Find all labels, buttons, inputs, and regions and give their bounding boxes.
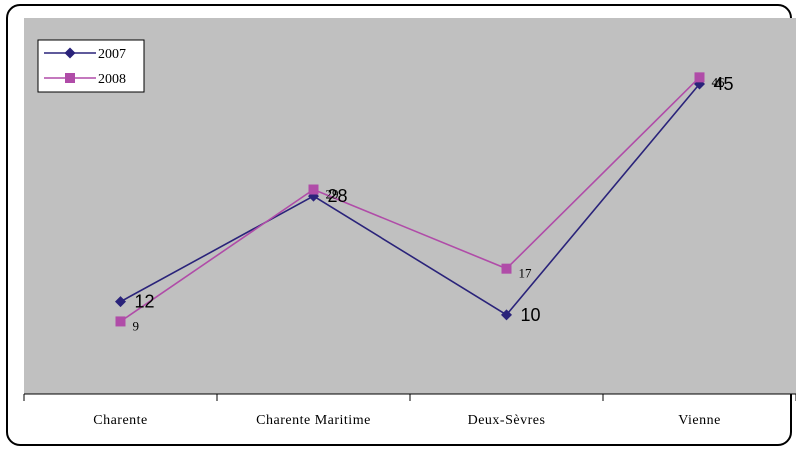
x-axis-label: Vienne [678, 413, 721, 428]
data-point-2007 [115, 296, 126, 308]
legend-label: 2008 [98, 72, 126, 87]
x-axis-label: Charente Maritime [256, 413, 371, 428]
series-lines [120, 76, 701, 323]
x-axis-label: Charente [93, 413, 148, 428]
data-label-2008: 17 [519, 266, 533, 281]
data-label-2008: 9 [133, 318, 140, 333]
x-axis-category-labels: Charente Charente Maritime Deux-Sèvres Vien… [93, 413, 721, 428]
legend-marker-2008 [65, 73, 75, 83]
data-point-2008 [501, 263, 512, 274]
data-point-2008 [694, 72, 705, 83]
data-point-2008 [115, 316, 126, 327]
data-point-2008 [308, 184, 319, 195]
data-point-2007 [501, 309, 512, 321]
data-labels: 12 28 10 45 9 29 17 46 [133, 74, 734, 333]
x-axis-label: Deux-Sèvres [468, 413, 546, 428]
series-line-2007 [120, 83, 701, 316]
data-label-2008: 46 [712, 74, 726, 89]
legend-label: 2007 [98, 47, 126, 62]
data-label-2008: 29 [326, 187, 339, 202]
data-label-2007: 45 [714, 74, 734, 94]
legend-box [37, 39, 145, 93]
plot-area [24, 18, 796, 394]
series-markers [115, 72, 705, 327]
data-label-2007: 28 [328, 186, 348, 206]
data-label-2007: 10 [521, 305, 541, 325]
legend: 2007 2008 [37, 39, 145, 93]
legend-marker-2007 [64, 47, 76, 59]
data-label-2007: 12 [135, 292, 155, 312]
x-axis-ticks [23, 394, 796, 401]
series-line-2008 [120, 76, 701, 323]
